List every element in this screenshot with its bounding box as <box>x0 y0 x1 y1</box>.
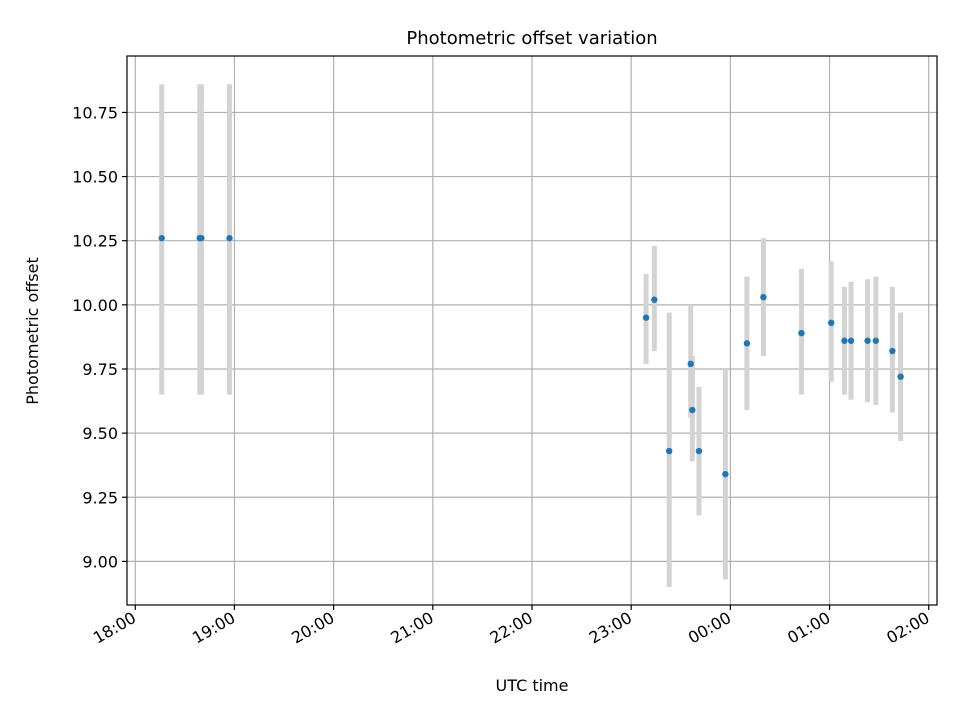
data-point <box>798 329 805 337</box>
data-point <box>651 296 658 303</box>
data-point <box>158 234 165 242</box>
data-point <box>695 447 703 455</box>
data-point <box>889 347 896 355</box>
y-tick-label: 9.00 <box>82 552 118 571</box>
grid-lines <box>127 56 937 605</box>
data-point <box>828 319 835 327</box>
data-points <box>158 234 904 478</box>
data-point <box>760 293 767 301</box>
data-point <box>226 234 233 242</box>
y-tick-label: 9.75 <box>82 360 118 379</box>
y-tick-label: 9.25 <box>82 488 118 507</box>
y-tick-label: 10.75 <box>72 103 118 122</box>
data-point <box>743 340 751 347</box>
data-point <box>687 360 694 368</box>
chart-title: Photometric offset variation <box>406 28 657 49</box>
data-point <box>198 234 205 242</box>
data-point <box>666 447 673 455</box>
y-axis-label: Photometric offset <box>23 257 42 405</box>
data-point <box>864 337 871 344</box>
y-tick-label: 10.00 <box>72 296 118 315</box>
data-point <box>689 406 696 414</box>
data-point <box>897 373 904 380</box>
data-point <box>722 470 729 478</box>
data-point <box>872 337 880 344</box>
data-point <box>841 337 848 344</box>
y-tick-label: 9.50 <box>82 424 118 443</box>
y-axis-ticks: 9.00 9.25 9.50 9.75 10.00 10.25 10.50 10.75 <box>72 103 127 571</box>
data-point <box>847 337 855 344</box>
y-tick-label: 10.50 <box>72 168 118 187</box>
y-tick-label: 10.25 <box>72 232 118 251</box>
data-point <box>642 314 650 321</box>
x-axis-label: UTC time <box>496 676 569 695</box>
